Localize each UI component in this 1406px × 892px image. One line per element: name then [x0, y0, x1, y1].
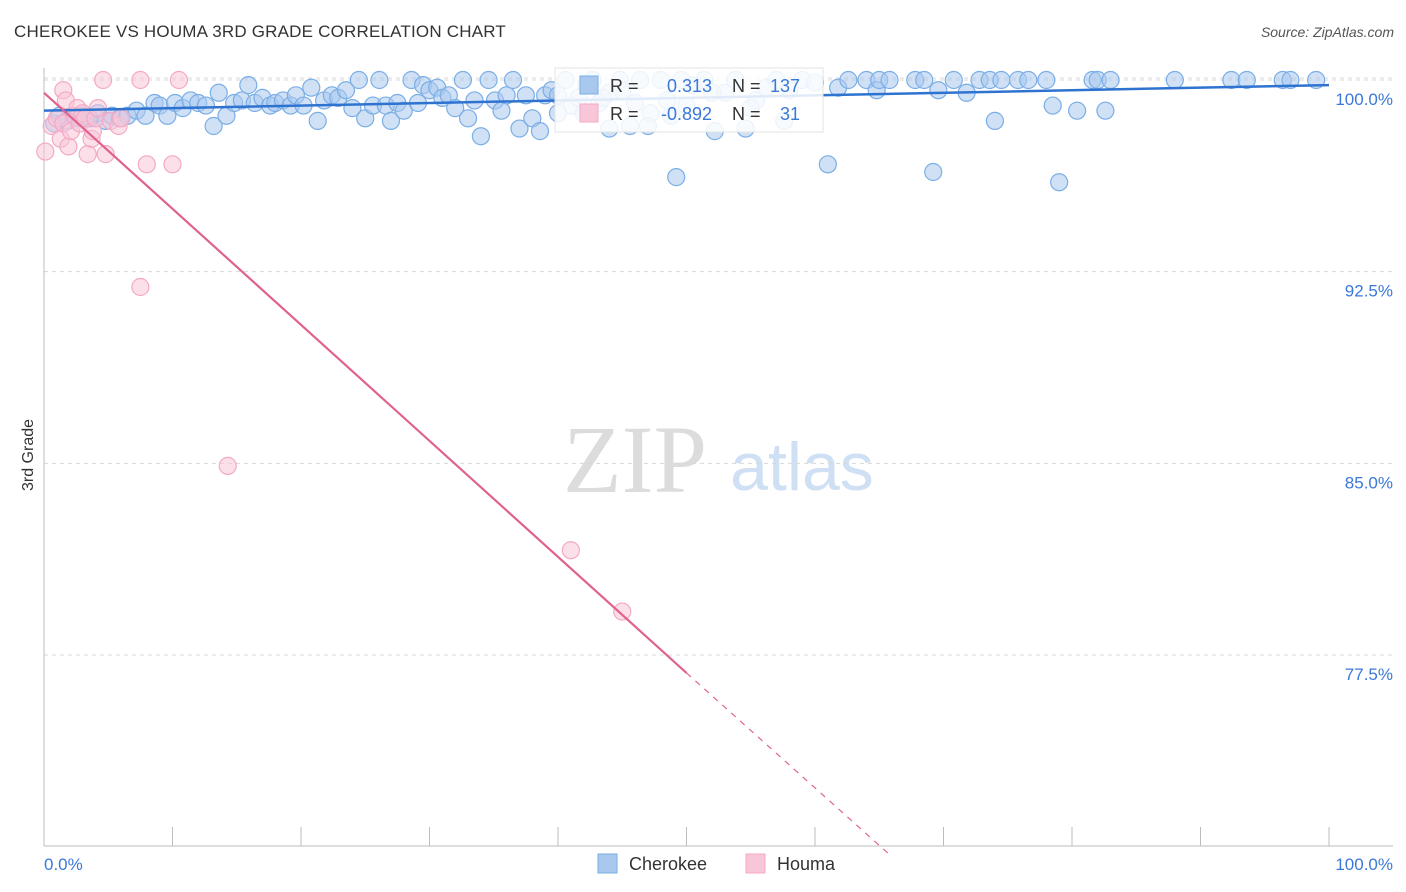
- cherokee-point: [136, 106, 155, 125]
- cherokee-point: [349, 70, 368, 90]
- cherokee-point: [880, 70, 899, 90]
- cherokee-point: [944, 70, 963, 90]
- legend-n-value-1: 137: [770, 76, 800, 96]
- houma-point: [59, 137, 78, 156]
- legend-r-value-1: 0.313: [667, 76, 712, 96]
- chart-title: CHEROKEE VS HOUMA 3RD GRADE CORRELATION …: [14, 22, 507, 41]
- houma-trend-line: [43, 91, 688, 674]
- houma-point: [36, 142, 55, 161]
- legend-swatch-cherokee: [579, 75, 599, 95]
- cherokee-point: [209, 83, 228, 102]
- stats-legend: R = 0.313 N = 137 R = -0.892 N = 31: [554, 67, 824, 133]
- cherokee-point: [1165, 70, 1184, 90]
- x-tick-label: 0.0%: [44, 855, 83, 874]
- bottom-legend-cherokee: Cherokee: [629, 854, 707, 874]
- cherokee-point: [503, 70, 523, 90]
- cherokee-point: [370, 70, 389, 90]
- cherokee-point: [446, 99, 465, 118]
- cherokee-point: [381, 111, 401, 130]
- houma-point: [218, 456, 237, 475]
- y-tick-label: 100.0%: [1335, 90, 1393, 109]
- y-tick-label: 92.5%: [1345, 282, 1393, 301]
- cherokee-point: [667, 168, 686, 187]
- cherokee-point: [839, 70, 858, 90]
- bottom-swatch-houma: [745, 853, 766, 874]
- cherokee-point: [530, 122, 550, 141]
- legend-n-value-2: 31: [780, 104, 800, 124]
- watermark-atlas: atlas: [730, 429, 874, 505]
- cherokee-point: [1281, 70, 1300, 90]
- cherokee-point: [465, 91, 484, 110]
- axes: [43, 68, 1393, 847]
- legend-n-label-1: N =: [732, 76, 761, 96]
- houma-point: [111, 109, 131, 128]
- y-tick-label: 77.5%: [1345, 665, 1393, 684]
- houma-point: [96, 145, 115, 164]
- houma-point: [88, 99, 108, 118]
- cherokee-point: [992, 70, 1011, 90]
- cherokee-point: [516, 86, 535, 105]
- houma-point: [94, 70, 113, 90]
- cherokee-point: [239, 76, 258, 95]
- cherokee-point: [1237, 70, 1256, 90]
- cherokee-point: [196, 96, 216, 115]
- bottom-legend-houma: Houma: [777, 854, 836, 874]
- cherokee-point: [492, 101, 511, 120]
- source-label: Source: ZipAtlas.com: [1260, 24, 1394, 40]
- houma-point: [78, 145, 97, 164]
- cherokee-point: [924, 162, 943, 182]
- legend-swatch-houma: [579, 103, 599, 123]
- cherokee-point: [1050, 173, 1069, 192]
- houma-trend-extension: [686, 672, 893, 858]
- cherokee-point: [308, 111, 327, 130]
- cherokee-point: [510, 119, 529, 138]
- cherokee-point: [1019, 70, 1038, 90]
- cherokee-point: [204, 116, 223, 136]
- cherokee-point: [394, 101, 413, 120]
- houma-point: [131, 70, 150, 90]
- cherokee-point: [458, 109, 478, 128]
- houma-point: [169, 70, 189, 90]
- x-tick-label: 100.0%: [1335, 855, 1393, 874]
- cherokee-point: [497, 86, 516, 105]
- axis-labels: 100.0% 92.5% 85.0% 77.5% 0.0% 100.0%: [44, 90, 1393, 874]
- legend-r-label-2: R =: [610, 104, 639, 124]
- watermark-zip: ZIP: [563, 406, 707, 513]
- cherokee-point: [1101, 70, 1120, 90]
- cherokee-point: [915, 70, 934, 90]
- cherokee-point: [1096, 101, 1115, 120]
- legend-r-value-2: -0.892: [661, 104, 712, 124]
- houma-point: [163, 155, 182, 174]
- houma-point: [137, 155, 156, 174]
- cherokee-point: [479, 70, 498, 90]
- houma-point: [613, 602, 632, 621]
- houma-series: [36, 70, 632, 621]
- cherokee-point: [929, 81, 948, 100]
- bottom-swatch-cherokee: [597, 853, 618, 874]
- series-legend: Cherokee Houma: [597, 853, 836, 874]
- cherokee-point: [453, 70, 473, 90]
- cherokee-point: [818, 155, 837, 174]
- cherokee-point: [1043, 96, 1062, 115]
- legend-r-label-1: R =: [610, 76, 639, 96]
- cherokee-point: [471, 127, 490, 146]
- cherokee-point: [336, 81, 356, 100]
- cherokee-point: [1068, 101, 1087, 120]
- gridlines: [44, 77, 1393, 656]
- y-axis-title: 3rd Grade: [20, 419, 37, 491]
- houma-point: [131, 277, 150, 297]
- cherokee-point: [1037, 70, 1056, 90]
- legend-n-label-2: N =: [732, 104, 761, 124]
- cherokee-point: [302, 78, 321, 97]
- cherokee-point: [985, 111, 1005, 130]
- y-tick-label: 85.0%: [1345, 473, 1393, 492]
- houma-point: [561, 541, 580, 560]
